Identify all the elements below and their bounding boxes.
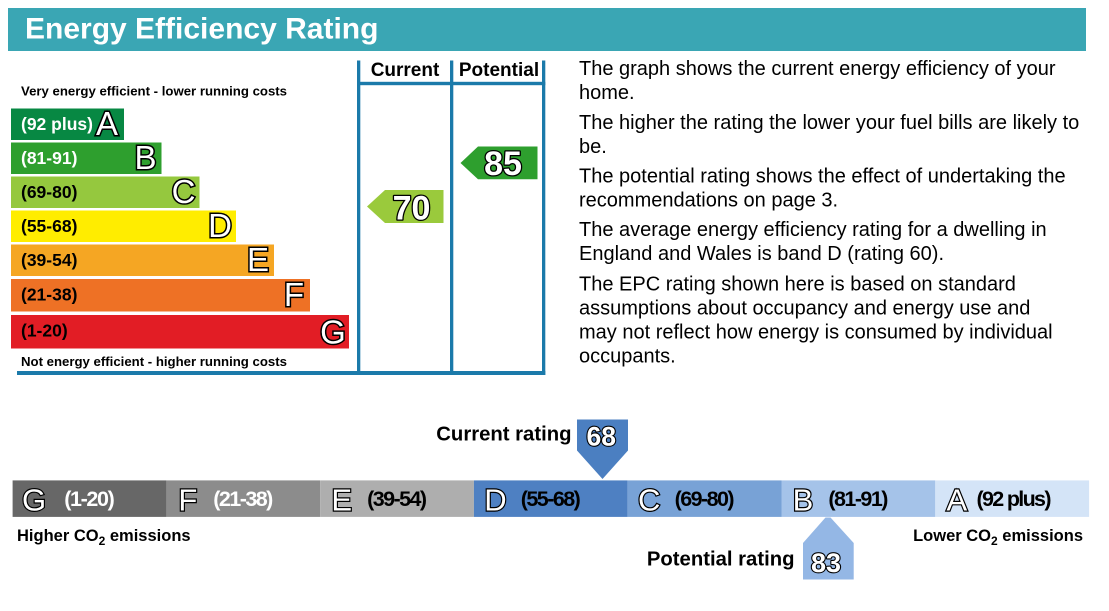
svg-text:Current: Current [371,60,440,81]
svg-text:The graph shows the current en: The graph shows the current energy effic… [579,58,1056,80]
svg-text:Potential: Potential [459,60,539,81]
svg-text:England and Wales is band D (r: England and Wales is band D (rating 60). [579,243,944,265]
svg-text:(55-68): (55-68) [21,216,77,236]
svg-text:E: E [331,483,352,518]
svg-text:(21-38): (21-38) [21,285,77,305]
svg-text:D: D [484,483,506,518]
svg-text:Current rating: Current rating [436,423,571,445]
svg-text:The higher the rating the lowe: The higher the rating the lower your fue… [579,112,1079,134]
svg-text:be.: be. [579,136,607,158]
svg-text:F: F [284,276,304,313]
svg-text:70: 70 [393,190,431,228]
svg-text:C: C [172,173,196,210]
svg-text:home.: home. [579,82,635,104]
svg-text:Very energy efficient - lower: Very energy efficient - lower running co… [21,84,287,99]
svg-text:(92 plus): (92 plus) [977,487,1052,511]
svg-text:(81-91): (81-91) [21,148,77,168]
svg-text:B: B [793,483,814,518]
svg-text:(69-80): (69-80) [675,487,735,511]
svg-text:Not energy efficient - higher: Not energy efficient - higher running co… [21,354,287,369]
svg-text:(55-68): (55-68) [521,487,581,511]
svg-text:G: G [22,483,46,518]
svg-text:(81-91): (81-91) [828,487,888,511]
svg-text:A: A [96,105,118,142]
svg-text:(39-54): (39-54) [367,487,427,511]
svg-text:Lower CO2 emissions: Lower CO2 emissions [913,527,1083,548]
svg-text:85: 85 [484,145,522,183]
svg-text:83: 83 [811,548,841,578]
svg-text:recommendations on page 3.: recommendations on page 3. [579,190,838,212]
svg-text:G: G [320,314,346,351]
svg-text:The average energy efficiency: The average energy efficiency rating for… [579,219,1047,241]
svg-text:D: D [208,207,232,244]
svg-text:occupants.: occupants. [579,346,676,368]
svg-text:The potential rating shows the: The potential rating shows the effect of… [579,166,1066,188]
svg-text:B: B [134,139,156,176]
svg-text:F: F [178,483,197,518]
svg-text:(1-20): (1-20) [21,321,68,341]
svg-text:Higher CO2 emissions: Higher CO2 emissions [17,527,191,548]
svg-text:E: E [247,241,269,278]
svg-text:(39-54): (39-54) [21,250,77,270]
svg-text:may not reflect how energy is: may not reflect how energy is consumed b… [579,322,1053,344]
svg-text:(21-38): (21-38) [213,487,273,511]
svg-text:assumptions about occupancy an: assumptions about occupancy and energy u… [579,298,1030,320]
svg-text:(69-80): (69-80) [21,182,77,202]
svg-text:Energy Efficiency Rating: Energy Efficiency Rating [25,13,378,46]
svg-text:The EPC rating shown here is b: The EPC rating shown here is based on st… [579,274,1016,296]
svg-text:C: C [638,483,660,518]
svg-text:(92 plus): (92 plus) [21,114,93,134]
svg-text:(1-20): (1-20) [64,487,115,511]
svg-text:68: 68 [587,421,616,451]
svg-text:Potential rating: Potential rating [647,549,795,571]
svg-text:A: A [946,483,967,518]
